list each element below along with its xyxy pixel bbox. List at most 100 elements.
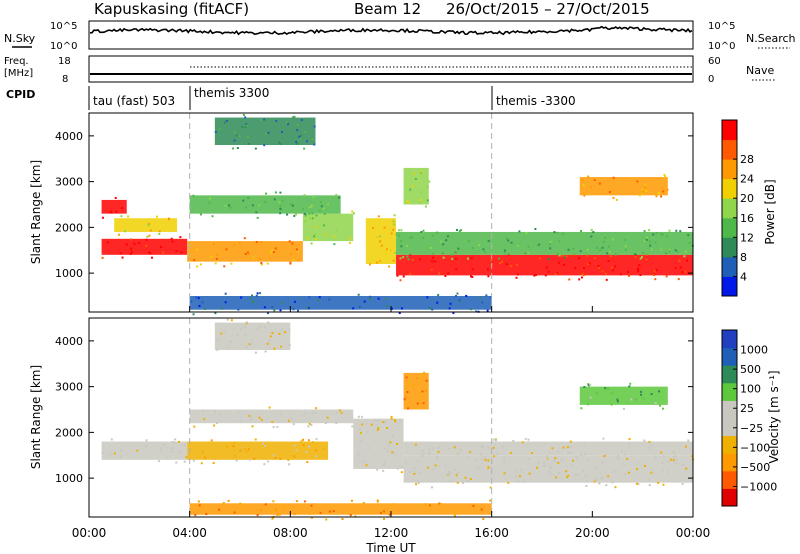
scatter-cell bbox=[296, 142, 299, 145]
scatter-cell bbox=[351, 425, 354, 428]
scatter-cell bbox=[562, 446, 565, 449]
scatter-cell bbox=[677, 278, 680, 281]
scatter-cell bbox=[527, 245, 530, 248]
scatter-cell bbox=[273, 347, 276, 350]
scatter-cell bbox=[592, 231, 595, 234]
scatter-cell bbox=[392, 220, 395, 223]
scatter-cell bbox=[175, 250, 178, 253]
scatter-cell bbox=[300, 134, 303, 137]
scatter-cell bbox=[130, 247, 133, 250]
scatter-cell bbox=[119, 449, 122, 452]
scatter-cell bbox=[458, 230, 461, 233]
scatter-cell bbox=[295, 248, 298, 251]
scatter-cell bbox=[273, 309, 276, 312]
scatter-cell bbox=[349, 237, 352, 240]
scatter-cell bbox=[386, 304, 389, 307]
scatter-cell bbox=[214, 262, 217, 265]
scatter-cell bbox=[264, 350, 267, 353]
scatter-cell bbox=[620, 450, 623, 453]
scatter-cell bbox=[471, 276, 474, 279]
scatter-cell bbox=[402, 275, 405, 278]
colorbar-tick-label: 28 bbox=[740, 153, 754, 166]
scatter-cell bbox=[678, 259, 681, 262]
scatter-cell bbox=[227, 345, 230, 348]
scatter-cell bbox=[446, 473, 449, 476]
scatter-band bbox=[189, 503, 492, 515]
scatter-cell bbox=[165, 457, 168, 460]
scatter-cell bbox=[281, 505, 284, 508]
scatter-cell bbox=[250, 343, 253, 346]
scatter-cell bbox=[605, 278, 608, 281]
scatter-cell bbox=[372, 227, 375, 230]
scatter-cell bbox=[454, 295, 457, 298]
scatter-cell bbox=[337, 196, 340, 199]
colorbar-segment bbox=[722, 217, 737, 238]
scatter-cell bbox=[634, 255, 637, 258]
scatter-cell bbox=[157, 460, 160, 463]
scatter-cell bbox=[418, 472, 421, 475]
scatter-cell bbox=[477, 467, 480, 470]
scatter-cell bbox=[415, 377, 418, 380]
scatter-cell bbox=[654, 401, 657, 404]
scatter-cell bbox=[258, 416, 261, 419]
scatter-cell bbox=[465, 294, 468, 297]
scatter-cell bbox=[301, 438, 304, 441]
scatter-cell bbox=[571, 463, 574, 466]
scatter-cell bbox=[266, 342, 269, 345]
scatter-cell bbox=[672, 456, 675, 459]
scatter-cell bbox=[462, 481, 465, 484]
scatter-cell bbox=[421, 231, 424, 234]
scatter-cell bbox=[542, 464, 545, 467]
scatter-cell bbox=[263, 118, 266, 121]
scatter-cell bbox=[691, 455, 694, 458]
scatter-cell bbox=[582, 469, 585, 472]
scatter-cell bbox=[596, 246, 599, 249]
scatter-cell bbox=[379, 261, 382, 264]
scatter-cell bbox=[295, 500, 298, 503]
scatter-cell bbox=[382, 510, 385, 513]
colorbar-segment bbox=[722, 120, 737, 141]
scatter-cell bbox=[447, 447, 450, 450]
scatter-cell bbox=[274, 508, 277, 511]
scatter-cell bbox=[469, 308, 472, 311]
scatter-cell bbox=[314, 233, 317, 236]
scatter-cell bbox=[554, 273, 557, 276]
scatter-cell bbox=[324, 233, 327, 236]
scatter-cell bbox=[674, 249, 677, 252]
scatter-cell bbox=[133, 242, 136, 245]
scatter-cell bbox=[308, 212, 311, 215]
scatter-cell bbox=[454, 257, 457, 260]
nave-tick-bottom: 0 bbox=[708, 74, 714, 85]
scatter-cell bbox=[455, 268, 458, 271]
scatter-cell bbox=[127, 215, 130, 218]
scatter-cell bbox=[643, 464, 646, 467]
scatter-cell bbox=[385, 248, 388, 251]
scatter-cell bbox=[198, 504, 201, 507]
colorbar-segment bbox=[722, 178, 737, 199]
scatter-cell bbox=[454, 468, 457, 471]
scatter-cell bbox=[289, 253, 292, 256]
scatter-cell bbox=[195, 296, 198, 299]
scatter-cell bbox=[271, 331, 274, 334]
scatter-cell bbox=[265, 192, 268, 195]
scatter-cell bbox=[392, 223, 395, 226]
scatter-cell bbox=[604, 387, 607, 390]
scatter-cell bbox=[267, 460, 270, 463]
scatter-cell bbox=[247, 253, 250, 256]
scatter-cell bbox=[572, 247, 575, 250]
scatter-cell bbox=[292, 423, 295, 426]
scatter-band bbox=[189, 295, 492, 310]
scatter-band bbox=[187, 241, 303, 262]
scatter-cell bbox=[563, 263, 566, 266]
scatter-cell bbox=[434, 260, 437, 263]
scatter-cell bbox=[400, 229, 403, 232]
scatter-cell bbox=[246, 251, 249, 254]
scatter-cell bbox=[451, 257, 454, 260]
scatter-cell bbox=[530, 451, 533, 454]
scatter-cell bbox=[624, 248, 627, 251]
scatter-band bbox=[101, 441, 188, 460]
scatter-cell bbox=[314, 411, 317, 414]
scatter-cell bbox=[555, 476, 558, 479]
scatter-cell bbox=[255, 294, 258, 297]
scatter-cell bbox=[291, 418, 294, 421]
